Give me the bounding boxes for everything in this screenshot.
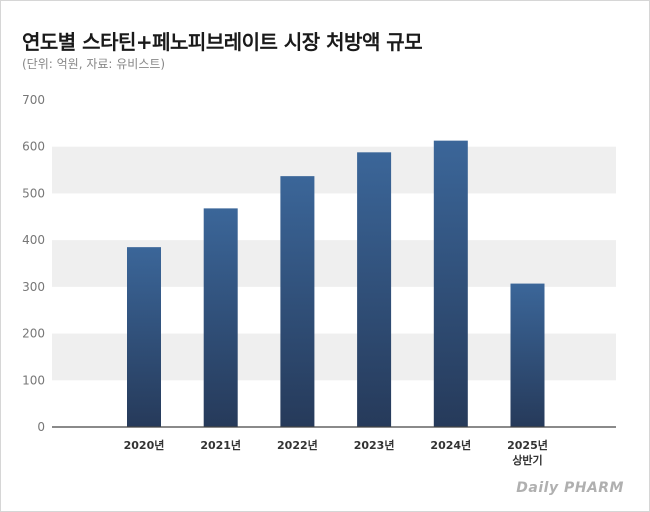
chart-title: 연도별 스타틴+페노피브레이트 시장 처방액 규모 (22, 30, 423, 54)
y-tick-label: 0 (37, 420, 45, 434)
y-tick-label: 300 (22, 280, 45, 294)
bar (357, 152, 392, 427)
grid-band (52, 146, 616, 194)
x-tick-label: 2021년 (200, 438, 241, 452)
x-tick-label: 2022년 (277, 438, 318, 452)
chart-subtitle: (단위: 억원, 자료: 유비스트) (22, 57, 166, 71)
y-tick-label: 600 (22, 140, 45, 154)
x-tick-label: 2024년 (430, 438, 471, 452)
y-tick-label: 200 (22, 327, 45, 341)
y-tick-label: 500 (22, 186, 45, 200)
daily-pharm-logo: Daily PHARM (516, 480, 624, 496)
x-tick-label: 2020년 (124, 438, 165, 452)
bar (510, 283, 545, 427)
y-tick-label: 700 (22, 93, 45, 107)
bar (127, 247, 161, 427)
x-tick-label: 2025년 상반기 (507, 438, 548, 467)
x-tick-label: 2023년 (354, 438, 395, 452)
y-tick-label: 100 (22, 373, 45, 387)
bar (433, 140, 468, 428)
bar (203, 208, 238, 427)
y-tick-label: 400 (22, 233, 45, 247)
bar (280, 176, 315, 427)
